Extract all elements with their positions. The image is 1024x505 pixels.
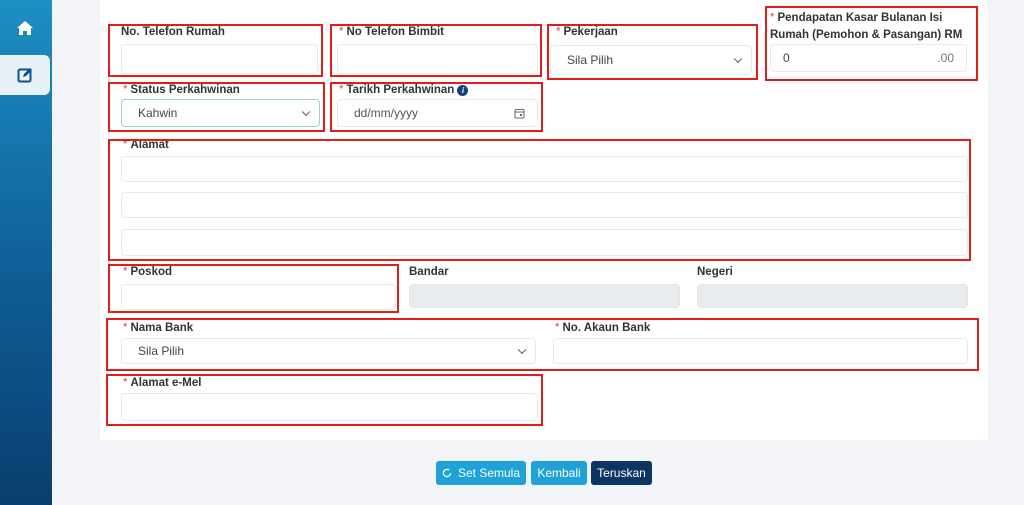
- alamat-label: * Alamat: [123, 139, 169, 151]
- negeri-input: [697, 284, 968, 308]
- tel-rumah-input[interactable]: [121, 44, 318, 74]
- emel-label: * Alamat e-Mel: [123, 377, 202, 389]
- back-button[interactable]: Kembali: [531, 461, 587, 485]
- home-icon: [17, 21, 33, 35]
- tarikh-input[interactable]: dd/mm/yyyy: [337, 99, 538, 127]
- sidebar-item-edit[interactable]: [0, 55, 50, 95]
- akaun-input[interactable]: [553, 338, 968, 364]
- tarikh-label: * Tarikh Perkahwinan i: [339, 84, 469, 96]
- refresh-icon: [442, 468, 452, 478]
- calendar-icon[interactable]: [514, 108, 525, 119]
- alamat-line-1-input[interactable]: [121, 156, 968, 182]
- poskod-label: * Poskod: [123, 266, 173, 278]
- chevron-down-icon: [517, 345, 527, 355]
- pendapatan-input[interactable]: 0.00: [770, 44, 967, 72]
- status-select[interactable]: Kahwin: [121, 99, 320, 127]
- sidebar-item-home[interactable]: [0, 8, 50, 48]
- tel-bimbit-label: * No Telefon Bimbit: [339, 26, 445, 38]
- akaun-label: * No. Akaun Bank: [555, 322, 651, 334]
- bandar-label: Bandar: [409, 266, 449, 278]
- chevron-down-icon: [301, 107, 311, 117]
- poskod-input[interactable]: [121, 284, 396, 310]
- status-label: * Status Perkahwinan: [123, 84, 240, 96]
- negeri-label: Negeri: [697, 266, 733, 278]
- tel-bimbit-input[interactable]: [337, 44, 538, 74]
- info-icon[interactable]: i: [457, 85, 469, 96]
- alamat-line-3-input[interactable]: [121, 229, 968, 256]
- bank-select[interactable]: Sila Pilih: [121, 338, 536, 364]
- pekerjaan-select[interactable]: Sila Pilih: [550, 45, 752, 75]
- emel-input[interactable]: [121, 393, 538, 421]
- edit-icon: [17, 68, 32, 83]
- pekerjaan-label: * Pekerjaan: [556, 26, 618, 38]
- next-button[interactable]: Teruskan: [591, 461, 652, 485]
- pendapatan-label: * Pendapatan Kasar Bulanan Isi Rumah (Pemo…: [770, 12, 963, 41]
- sidebar: [0, 0, 52, 505]
- chevron-down-icon: [733, 54, 743, 64]
- bank-label: * Nama Bank: [123, 322, 194, 334]
- alamat-line-2-input[interactable]: [121, 192, 968, 218]
- reset-button[interactable]: Set Semula: [436, 461, 526, 485]
- tel-rumah-label: No. Telefon Rumah: [121, 26, 225, 38]
- bandar-input: [409, 284, 680, 308]
